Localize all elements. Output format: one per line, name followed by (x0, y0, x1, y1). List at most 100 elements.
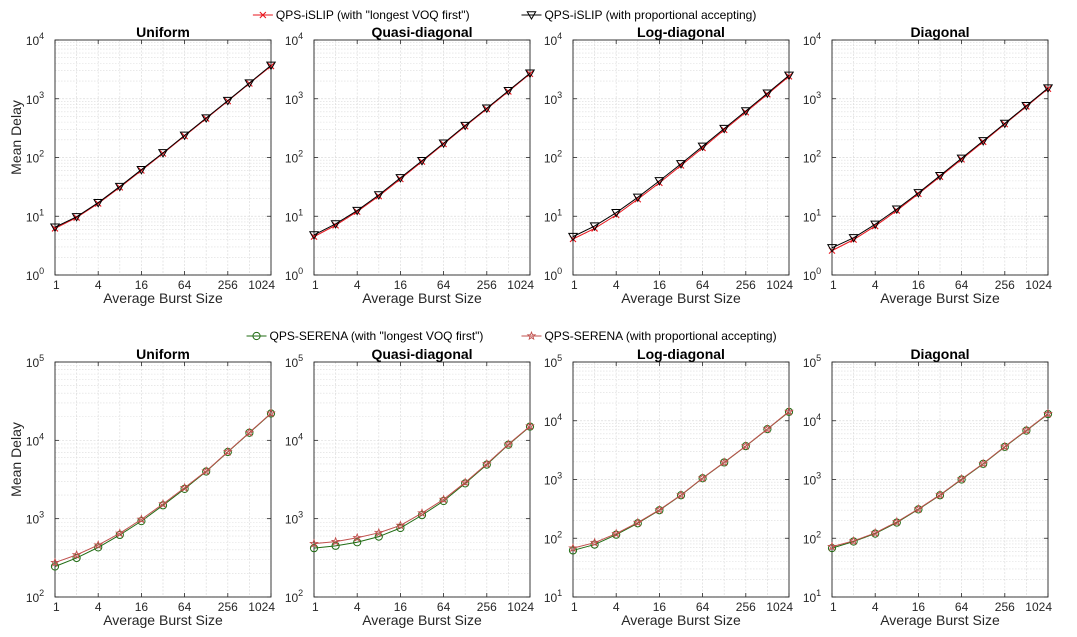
data-point (913, 189, 924, 198)
data-point (50, 557, 60, 567)
legend-entry: QPS-SERENA (with proportional accepting) (521, 329, 777, 343)
y-tick-label: 103 (26, 510, 44, 527)
data-point (136, 165, 147, 175)
data-point (589, 222, 600, 232)
y-tick-label: 104 (544, 31, 562, 48)
data-point (956, 154, 967, 164)
y-axis: 101 102 103 104 105 (803, 353, 1048, 605)
y-tick-label: 101 (803, 207, 821, 224)
x-tick-label: 256 (995, 600, 1015, 614)
x-axis: 1 4 16 64 256 1024 (312, 362, 534, 614)
legend-marker-icon (526, 11, 537, 20)
data-point (352, 206, 363, 216)
x-tick-label: 1024 (1025, 600, 1052, 614)
chart-title: Uniform (136, 346, 190, 362)
y-tick-label: 104 (285, 31, 303, 48)
data-point (526, 70, 534, 78)
data-point (956, 473, 967, 484)
x-tick-label: 64 (178, 600, 192, 614)
y-axis: 100 101 102 103 104 (803, 31, 1048, 283)
chart-panel: 1 4 16 64 256 1024 Average Burst Size 100 101 102… (285, 24, 536, 306)
y-tick-label: 104 (803, 31, 821, 48)
data-point (524, 69, 536, 79)
series-line (54, 412, 272, 564)
data-point (395, 174, 406, 183)
data-point (891, 205, 902, 215)
data-point (460, 121, 471, 131)
data-point (1021, 425, 1032, 435)
series (308, 69, 536, 240)
data-point (331, 541, 340, 550)
y-tick-label: 103 (544, 90, 562, 107)
y-axis: 101 102 103 104 105 (544, 353, 789, 605)
data-point (417, 507, 427, 518)
x-tick-label: 16 (135, 600, 149, 614)
y-tick-label: 101 (26, 207, 44, 224)
data-point (913, 503, 924, 514)
x-tick-label: 16 (135, 278, 149, 292)
y-tick-label: 100 (285, 266, 303, 283)
data-point (568, 546, 578, 555)
data-point (762, 423, 773, 434)
data-point (827, 543, 837, 553)
data-point (590, 540, 599, 549)
data-point (783, 71, 795, 81)
legend-top: QPS-iSLIP (with "longest VOQ first") QPS-… (252, 8, 756, 22)
data-point (396, 523, 405, 533)
series-line (313, 72, 531, 236)
legend-marker-icon (259, 11, 267, 19)
y-tick-label: 101 (803, 588, 821, 605)
series-line (831, 413, 1049, 548)
x-tick-label: 256 (218, 278, 238, 292)
chart-panel: 1 4 16 64 256 1024 Average Burst Size 102 103 104… (285, 346, 535, 628)
data-point (742, 108, 750, 116)
chart-title: Quasi-diagonal (371, 24, 472, 40)
series (50, 408, 276, 567)
y-tick-label: 105 (544, 353, 562, 370)
series (567, 71, 795, 242)
data-point (764, 90, 771, 98)
data-point (244, 79, 255, 89)
series-line (572, 411, 790, 549)
data-point (525, 421, 535, 431)
x-tick-label: 256 (218, 600, 238, 614)
x-tick-label: 64 (696, 278, 710, 292)
legend-marker-icon (252, 331, 261, 341)
data-point (222, 446, 233, 456)
legend-marker-icon (526, 330, 537, 341)
data-point (503, 87, 514, 96)
data-point (157, 149, 169, 158)
data-point (784, 406, 794, 416)
series (309, 421, 535, 548)
data-point (158, 498, 168, 509)
data-point (201, 114, 212, 124)
data-point (870, 527, 881, 538)
y-tick-label: 100 (26, 266, 44, 283)
x-axis: 1 4 16 64 256 1024 (53, 40, 275, 292)
data-point (244, 427, 255, 437)
x-tick-label: 64 (178, 278, 192, 292)
data-point (265, 61, 277, 71)
data-point (352, 532, 363, 542)
x-tick-label: 4 (354, 600, 361, 614)
data-point (71, 549, 82, 559)
x-axis: 1 4 16 64 256 1024 (53, 362, 275, 614)
data-point (632, 193, 643, 203)
data-point (740, 440, 751, 451)
chart-panel: 1 4 16 64 256 1024 Average Burst Size 101 102 103… (544, 346, 794, 628)
data-point (611, 528, 622, 538)
data-point (308, 231, 320, 240)
x-tick-label: 4 (613, 600, 620, 614)
x-tick-label: 16 (653, 278, 667, 292)
data-point (740, 107, 751, 116)
y-axis-label: Mean Delay (8, 422, 24, 497)
data-point (416, 157, 428, 166)
series-line (313, 425, 531, 545)
y-tick-label: 103 (26, 90, 44, 107)
x-axis-label: Average Burst Size (362, 612, 482, 628)
data-point (438, 139, 449, 149)
x-tick-label: 1024 (766, 600, 793, 614)
data-point (934, 172, 946, 181)
chart-panel: 1 4 16 64 256 1024 Average Burst Size 100 101 102… (544, 24, 795, 306)
